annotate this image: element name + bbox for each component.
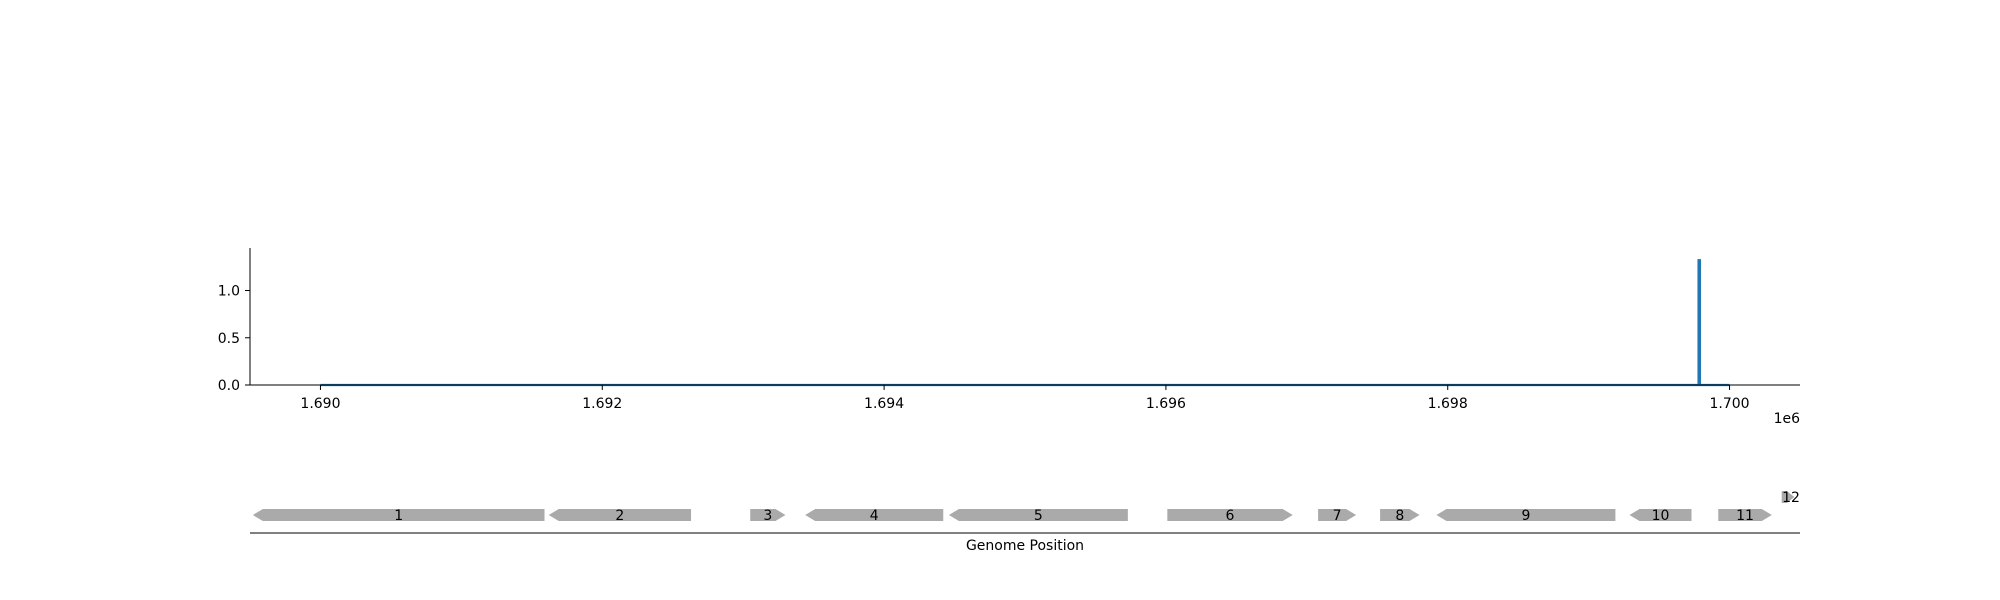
gene-arrow <box>805 509 944 521</box>
x-tick-label: 1.700 <box>1709 396 1749 412</box>
signal-line-layer <box>320 259 1730 387</box>
gene-arrow <box>1436 509 1616 521</box>
gene-arrow <box>1318 509 1357 521</box>
y-tick-label: 0.5 <box>218 331 240 347</box>
gene-track-xlabel: Genome Position <box>966 538 1084 554</box>
x-ticks: 1.690 1.692 1.694 1.696 1.698 1.700 <box>300 385 1750 412</box>
x-tick-label: 1.692 <box>582 396 622 412</box>
gene-arrow <box>1380 509 1420 521</box>
y-tick-label: 0.0 <box>218 378 240 394</box>
x-tick-label: 1.690 <box>300 396 340 412</box>
gene-arrow <box>548 509 692 521</box>
x-tick-label: 1.698 <box>1428 396 1468 412</box>
gene-arrow <box>1781 491 1795 503</box>
gene-label: 7 <box>1333 508 1342 524</box>
gene-arrow <box>252 509 545 521</box>
signal-series-line <box>320 259 1730 387</box>
gene-label: 10 <box>1652 508 1670 524</box>
x-tick-label: 1.696 <box>1146 396 1186 412</box>
gene-label: 8 <box>1395 508 1404 524</box>
gene-arrow <box>948 509 1128 521</box>
gene-label: 3 <box>763 508 772 524</box>
gene-label: 6 <box>1226 508 1235 524</box>
gene-arrow <box>1718 509 1772 521</box>
signal-plot: 1.690 1.692 1.694 1.696 1.698 1.700 0.0 0.5 1.0… <box>218 248 1800 427</box>
x-tick-label: 1.694 <box>864 396 904 412</box>
gene-label: 9 <box>1521 508 1530 524</box>
y-ticks: 0.0 0.5 1.0 <box>218 284 250 394</box>
x-offset-label: 1e6 <box>1774 411 1801 427</box>
gene-label: 12 <box>1782 490 1800 506</box>
gene-label: 5 <box>1034 508 1043 524</box>
gene-label: 1 <box>394 508 403 524</box>
gene-arrow <box>750 509 786 521</box>
gene-arrow <box>1167 509 1293 521</box>
gene-label: 2 <box>615 508 624 524</box>
gene-label: 4 <box>870 508 879 524</box>
gene-arrow <box>1629 509 1692 521</box>
gene-label: 11 <box>1736 508 1754 524</box>
y-tick-label: 1.0 <box>218 284 240 300</box>
